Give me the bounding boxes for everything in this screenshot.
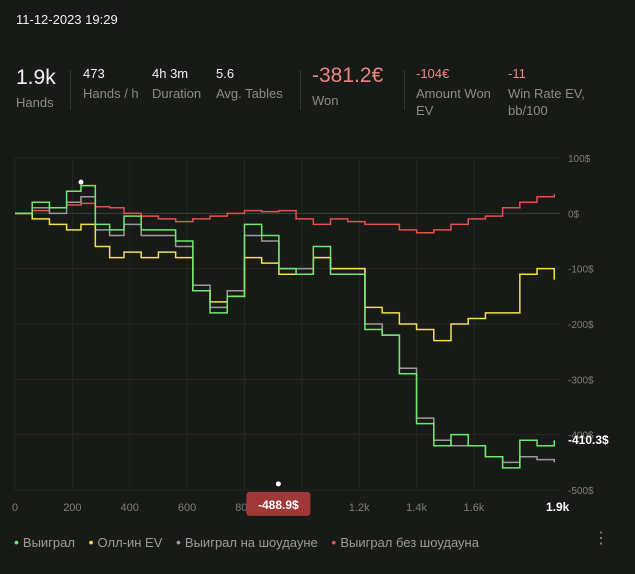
x-tick-label: 600 — [178, 502, 196, 514]
more-menu-icon[interactable]: ⋮ — [593, 530, 609, 547]
legend-nonshowdown[interactable]: • Выиграл без шоудауна — [331, 534, 479, 550]
y-tick-label: -300$ — [568, 375, 594, 386]
x-end-label: 1.9k — [546, 500, 570, 514]
series-line-allin_ev — [15, 212, 556, 342]
legend-allin-ev[interactable]: • Олл-ин EV — [88, 534, 163, 550]
legend-won[interactable]: • Выиграл — [14, 534, 75, 550]
x-tick-label: 200 — [63, 502, 81, 514]
stat-win-rate-ev: -11 Win Rate EV, bb/100 — [508, 66, 585, 118]
session-date: 11-12-2023 19:29 — [16, 12, 118, 27]
y-tick-label: 0$ — [568, 209, 580, 220]
y-tick-label: 100$ — [568, 154, 591, 165]
y-tick-label: -400$ — [568, 431, 594, 442]
y-tick-label: -200$ — [568, 320, 594, 331]
x-tick-label: 1.4k — [406, 502, 427, 514]
min-point-marker — [275, 481, 281, 487]
stat-avg-tables: 5.6 Avg. Tables — [216, 66, 283, 101]
x-tick-label: 0 — [12, 502, 18, 514]
min-label: -488.9$ — [258, 498, 299, 512]
chart-legend: • Выиграл • Олл-ин EV • Выиграл на шоудауне… — [14, 534, 489, 550]
final-value-label: -410.3$ — [568, 433, 609, 447]
min-badge — [246, 491, 311, 516]
y-tick-label: -500$ — [568, 486, 594, 497]
y-tick-label: -100$ — [568, 265, 594, 276]
stat-hands-per-hour: 473 Hands / h — [83, 66, 139, 101]
stat-amount-won-ev: -104€ Amount Won EV — [416, 66, 491, 118]
stat-won: -381.2€ Won — [312, 64, 384, 108]
x-tick-label: 1.6k — [464, 502, 485, 514]
max-point-marker — [78, 179, 84, 185]
stat-hands: 1.9k Hands — [16, 66, 56, 110]
series-line-won — [15, 184, 556, 469]
legend-showdown[interactable]: • Выиграл на шоудауне — [176, 534, 318, 550]
x-tick-label: 1.2k — [349, 502, 370, 514]
stat-duration: 4h 3m Duration — [152, 66, 202, 101]
x-tick-label: 400 — [121, 502, 139, 514]
series-line-nonshowdown — [15, 193, 556, 234]
